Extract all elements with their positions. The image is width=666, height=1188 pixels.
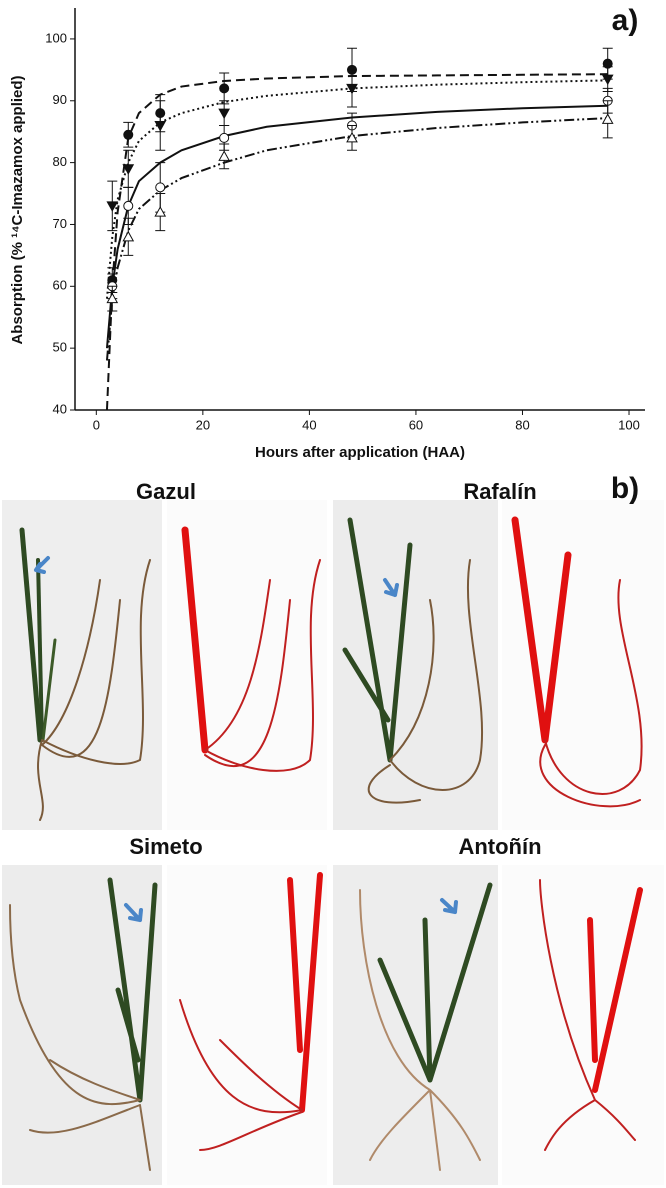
photo [333, 865, 498, 1185]
point [122, 230, 135, 242]
x-tick-label: 20 [196, 417, 210, 432]
point [218, 150, 231, 161]
plant [359, 879, 643, 1171]
point [123, 200, 134, 211]
fit-curve [105, 73, 608, 411]
point [219, 83, 230, 94]
y-axis-label: Absorption (% ¹⁴C-Imazamox applied) [9, 75, 26, 344]
point [601, 113, 614, 124]
photo-title: Rafalín [463, 479, 536, 504]
point [218, 108, 231, 120]
plant [19, 526, 321, 821]
y-tick-label: 70 [53, 216, 67, 231]
point [346, 83, 358, 95]
autoradiograph [502, 865, 664, 1185]
photo [333, 500, 498, 830]
photo-panels [2, 500, 664, 1185]
y-tick-label: 90 [53, 92, 67, 107]
photo [2, 865, 162, 1185]
photo-title: Gazul [136, 479, 196, 504]
x-axis-label: Hours after application (HAA) [255, 444, 465, 461]
point [106, 292, 119, 304]
point [601, 74, 614, 86]
point [219, 132, 230, 143]
x-tick-label: 80 [515, 417, 529, 432]
point [154, 121, 167, 132]
y-tick-label: 80 [53, 154, 67, 169]
autoradiograph [502, 500, 664, 830]
autoradiograph [167, 500, 327, 830]
x-tick-label: 100 [618, 417, 640, 432]
x-tick-label: 0 [93, 417, 100, 432]
y-tick-label: 50 [53, 340, 67, 355]
point [122, 164, 135, 175]
autoradiograph [167, 865, 327, 1185]
plant [342, 516, 643, 808]
x-tick-label: 60 [409, 417, 423, 432]
fit-curve [105, 104, 608, 349]
photo-title: Simeto [129, 834, 202, 859]
point [154, 206, 167, 217]
point [346, 131, 358, 143]
fit-curve [105, 79, 608, 299]
point [106, 201, 119, 212]
y-tick-label: 100 [45, 30, 67, 45]
point [123, 129, 134, 140]
fit-curve [105, 117, 608, 361]
y-tick-label: 40 [53, 401, 67, 416]
point [155, 182, 166, 193]
photo-title: Antoñín [458, 834, 541, 859]
plant [9, 872, 323, 1171]
x-tick-label: 40 [302, 417, 316, 432]
panel-label: a) [612, 4, 639, 37]
y-tick-label: 60 [53, 278, 67, 293]
panel-label: b) [611, 472, 639, 505]
